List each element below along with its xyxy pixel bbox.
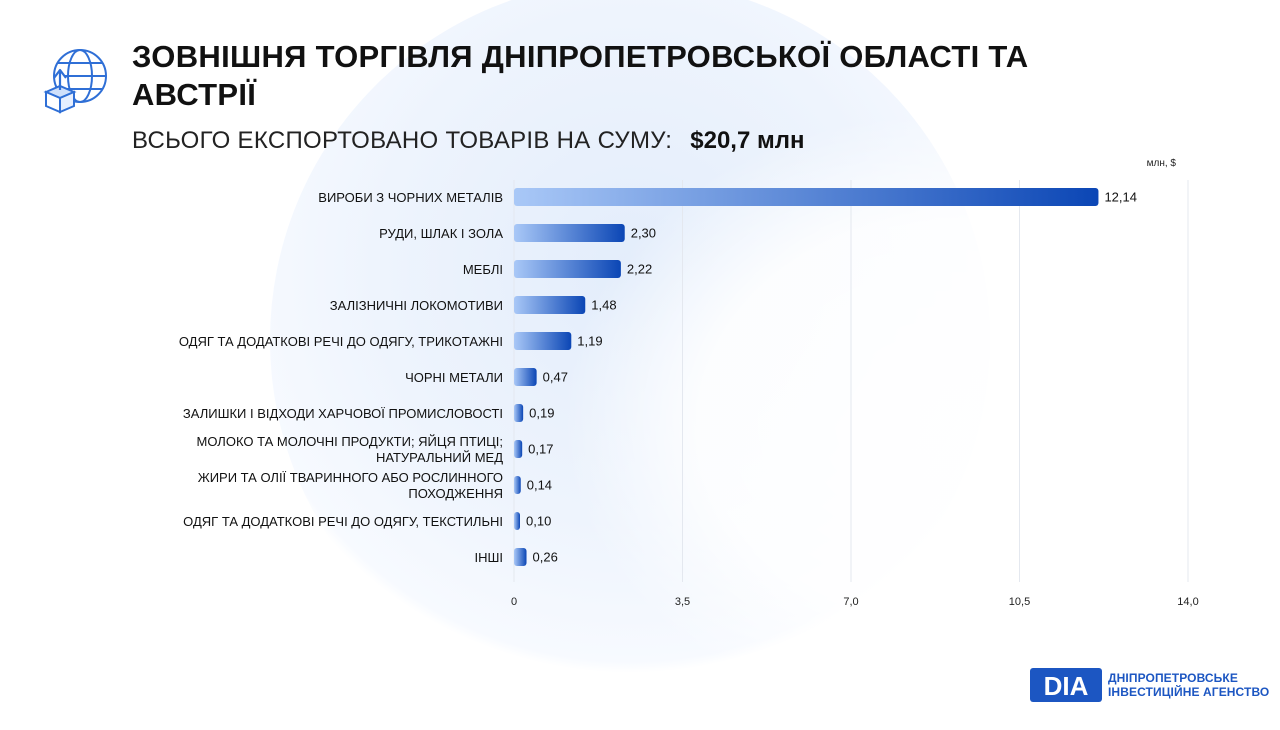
export-total-value: $20,7 млн (690, 127, 805, 154)
data-label: 2,30 (631, 226, 656, 241)
data-label: 0,14 (527, 478, 552, 493)
data-label: 1,19 (577, 334, 602, 349)
brand-logo-text: DIA (1044, 671, 1089, 701)
category-label: ЗАЛІЗНИЧНІ ЛОКОМОТИВИ (330, 298, 503, 313)
bar (514, 548, 527, 566)
category-label: ВИРОБИ З ЧОРНИХ МЕТАЛІВ (318, 190, 503, 205)
x-tick-label: 0 (511, 596, 517, 608)
bar (514, 296, 586, 314)
brand-logo: DIA ДНІПРОПЕТРОВСЬКЕ ІНВЕСТИЦІЙНЕ АГЕНСТ… (1030, 668, 1269, 702)
data-label: 12,14 (1104, 190, 1137, 205)
x-tick-label: 7,0 (843, 596, 858, 608)
category-label: ОДЯГ ТА ДОДАТКОВІ РЕЧІ ДО ОДЯГУ, ТЕКСТИЛ… (183, 514, 503, 529)
category-label: РУДИ, ШЛАК І ЗОЛА (379, 226, 503, 241)
x-tick-label: 14,0 (1177, 596, 1198, 608)
brand-name-line2: ІНВЕСТИЦІЙНЕ АГЕНСТВО (1108, 685, 1270, 699)
brand-name: ДНІПРОПЕТРОВСЬКЕ ІНВЕСТИЦІЙНЕ АГЕНСТВО (1108, 671, 1269, 699)
bar (514, 404, 524, 422)
bar (514, 260, 621, 278)
data-label: 0,47 (543, 370, 568, 385)
brand-name-line1: ДНІПРОПЕТРОВСЬКЕ (1108, 671, 1238, 685)
data-label: 2,22 (627, 262, 652, 277)
x-tick-label: 3,5 (675, 596, 690, 608)
bar (514, 188, 1099, 206)
category-label: МЕБЛІ (463, 262, 503, 277)
unit-label: млн, $ (1147, 158, 1177, 169)
category-label: МОЛОКО ТА МОЛОЧНІ ПРОДУКТИ; ЯЙЦЯ ПТИЦІ; Н… (197, 434, 504, 465)
data-label: 0,19 (529, 406, 554, 421)
export-total: ВСЬОГО ЕКСПОРТОВАНО ТОВАРІВ НА СУМУ: $20… (132, 126, 804, 156)
export-total-label: ВСЬОГО ЕКСПОРТОВАНО ТОВАРІВ НА СУМУ: (132, 127, 673, 154)
dia-logo-mark: DIA (1030, 668, 1102, 702)
data-label: 1,48 (591, 298, 616, 313)
data-label: 0,17 (528, 442, 553, 457)
category-label: ЧОРНІ МЕТАЛИ (405, 370, 503, 385)
bar (514, 224, 625, 242)
category-label: ОДЯГ ТА ДОДАТКОВІ РЕЧІ ДО ОДЯГУ, ТРИКОТА… (179, 334, 503, 349)
data-label: 0,10 (526, 514, 551, 529)
page-title: ЗОВНІШНЯ ТОРГІВЛЯ ДНІПРОПЕТРОВСЬКОЇ ОБЛА… (132, 39, 1029, 112)
data-label: 0,26 (533, 550, 558, 565)
category-label: ЖИРИ ТА ОЛІЇ ТВАРИННОГО АБО РОСЛИННОГО ПО… (198, 470, 503, 501)
bar (514, 368, 537, 386)
category-label: ІНШІ (474, 550, 503, 565)
bar (514, 512, 520, 530)
bar (514, 476, 521, 494)
globe-export-box-icon (43, 49, 107, 114)
x-tick-label: 10,5 (1009, 596, 1030, 608)
category-label: ЗАЛИШКИ І ВІДХОДИ ХАРЧОВОЇ ПРОМИСЛОВОСТІ (183, 406, 503, 421)
bar (514, 440, 523, 458)
bar (514, 332, 572, 350)
